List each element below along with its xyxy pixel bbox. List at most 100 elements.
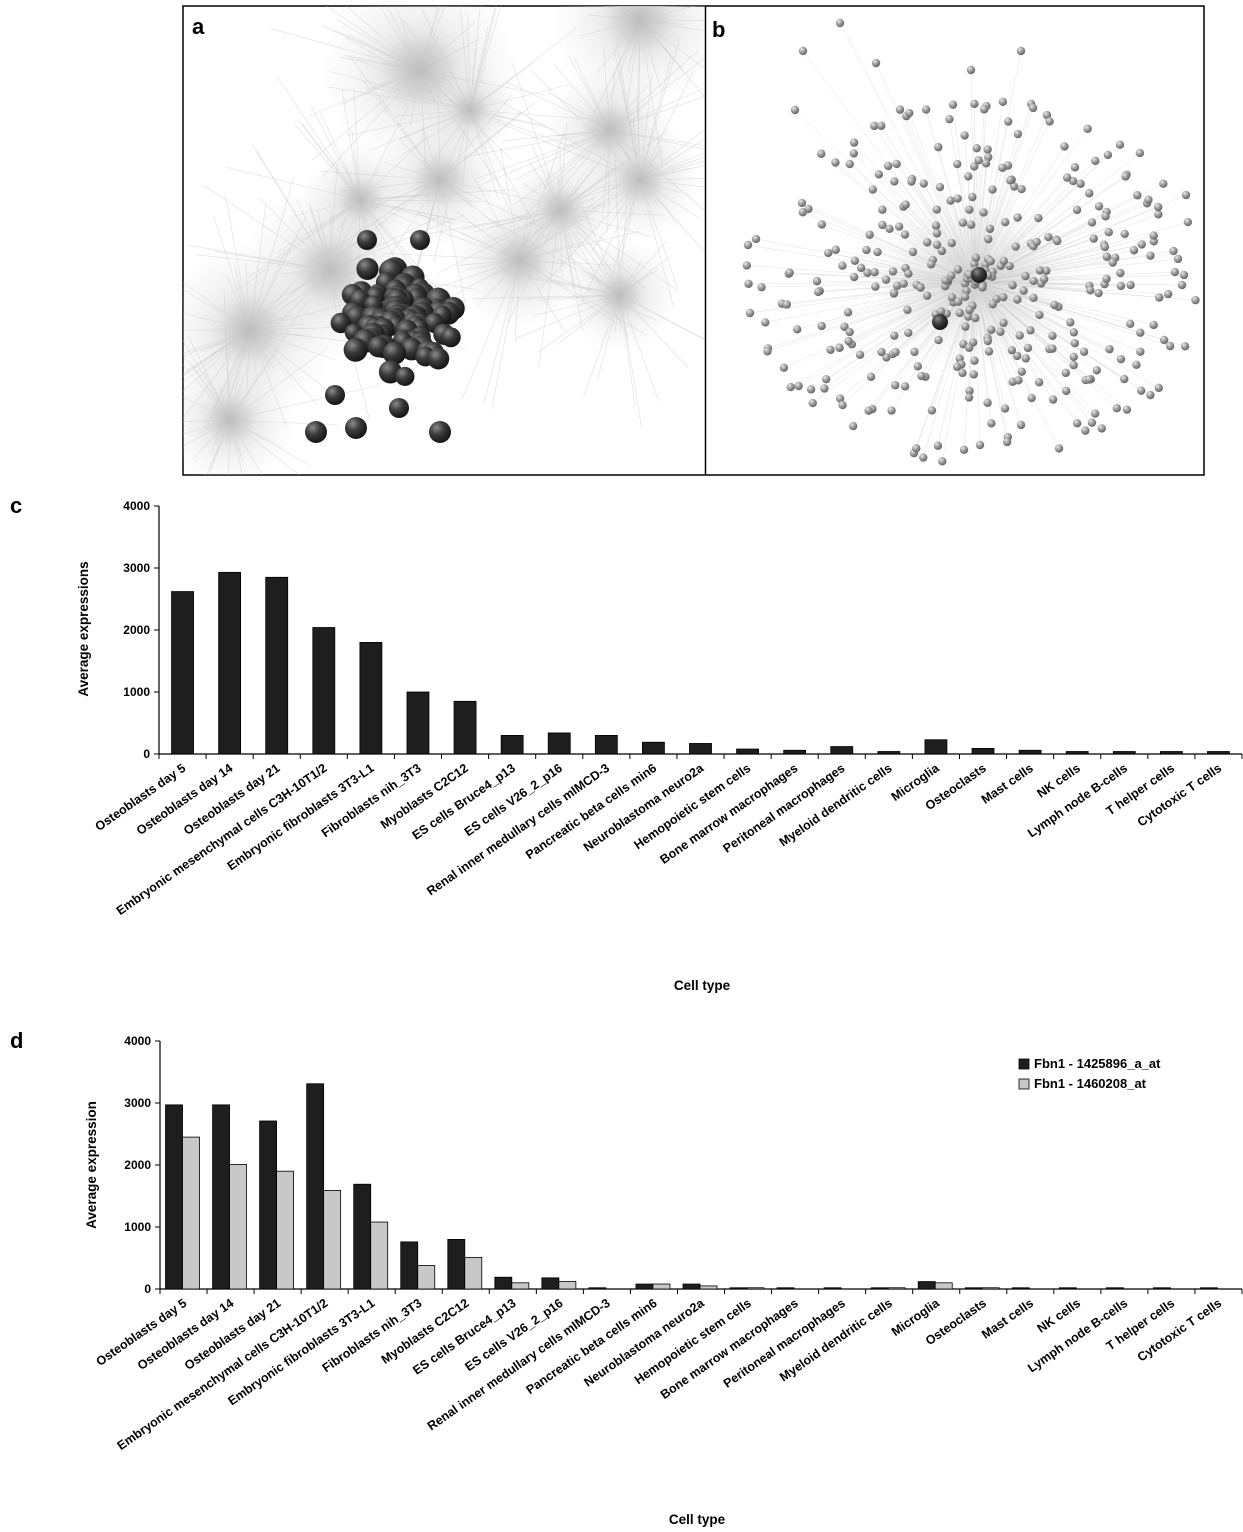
network-node [1050, 300, 1059, 310]
network-node [941, 276, 950, 285]
bar [171, 591, 194, 755]
network-node [964, 393, 974, 402]
network-edge [974, 281, 1154, 326]
bar [400, 1241, 419, 1290]
network-node [864, 406, 873, 415]
bar [652, 1283, 671, 1290]
network-edge [939, 187, 976, 283]
network-edge [747, 244, 976, 283]
network-node [1042, 110, 1052, 120]
network-node [1035, 310, 1044, 320]
network-node [835, 394, 845, 403]
network-node [1081, 426, 1090, 435]
network-node [1054, 444, 1064, 453]
network-node [913, 362, 923, 371]
network-node [1149, 231, 1158, 240]
network-node [1159, 179, 1168, 188]
network-edge [974, 281, 1066, 374]
y-tick-label: 4000 [124, 1034, 151, 1048]
network-edge [755, 238, 976, 283]
network-node [1159, 335, 1169, 345]
network-hub [410, 150, 470, 210]
network-node [1076, 179, 1085, 188]
y-tick-label: 1000 [124, 1220, 151, 1234]
network-node [889, 288, 899, 298]
network-edge [950, 200, 976, 283]
network-node [848, 421, 858, 431]
bar [1018, 749, 1042, 755]
network-node [1126, 280, 1135, 290]
network-node [1014, 376, 1023, 385]
network-node [985, 224, 995, 233]
network-node [1011, 242, 1020, 251]
network-node [751, 234, 761, 244]
network-edge [974, 281, 1053, 337]
network-edge [974, 281, 1060, 449]
bar [547, 732, 571, 755]
network-hub [334, 174, 386, 226]
network-node [849, 138, 859, 147]
bar [276, 1170, 295, 1290]
network-edge [974, 128, 1088, 283]
network-node [1087, 218, 1097, 227]
network-node [971, 313, 980, 323]
network-edge [790, 281, 976, 388]
network-edge [974, 281, 1018, 357]
network-node [981, 159, 991, 168]
panel-label-d: d [10, 1028, 23, 1053]
network-node [1183, 217, 1193, 227]
network-hub [210, 290, 290, 370]
bar [830, 746, 854, 755]
network-node [958, 368, 967, 378]
network-node [835, 343, 844, 352]
network-node [907, 177, 916, 186]
network-node [1116, 354, 1126, 364]
network-node [745, 308, 755, 318]
network-edge [974, 281, 1074, 366]
network-node [1072, 419, 1082, 428]
network-edge [830, 281, 976, 350]
chart-c: Average expressions Cell type 0 1000 2000 3… [76, 499, 1243, 993]
cluster-node [356, 257, 379, 280]
network-node [891, 347, 900, 357]
network-node [983, 145, 992, 154]
cluster-node [325, 385, 345, 405]
network-node [978, 283, 987, 292]
network-node [900, 382, 910, 391]
network-node [874, 170, 884, 179]
network-node [945, 114, 954, 124]
network-node [959, 445, 969, 455]
network-edge [974, 246, 1105, 283]
network-node [996, 327, 1005, 336]
network-edge [974, 281, 1169, 295]
network-node [1000, 404, 1010, 413]
network-node [817, 220, 826, 229]
network-node [905, 108, 914, 118]
network-node [835, 18, 845, 28]
network-edge [974, 274, 1185, 283]
network-node [844, 336, 853, 346]
network-node [1094, 202, 1104, 211]
network-edge [974, 235, 1154, 283]
network-node [969, 162, 979, 171]
network-edge [906, 116, 976, 283]
network-hub [600, 6, 680, 60]
panel-label-c: c [10, 493, 22, 518]
network-node [845, 159, 854, 169]
network-edge [765, 281, 976, 323]
network-edge [808, 208, 976, 283]
network-node [953, 265, 963, 274]
bar [870, 1287, 889, 1290]
network-node [1089, 234, 1098, 243]
network-edge [866, 249, 976, 283]
network-node [1039, 274, 1049, 284]
network-node [895, 105, 905, 114]
cluster-node [357, 230, 377, 250]
y-tick-label: 0 [144, 1282, 151, 1296]
network-edge [469, 6, 497, 111]
y-tick-label: 3000 [123, 561, 150, 575]
network-node [891, 381, 900, 390]
network-node [1013, 295, 1022, 304]
bar [917, 1281, 936, 1290]
bar [736, 748, 759, 755]
